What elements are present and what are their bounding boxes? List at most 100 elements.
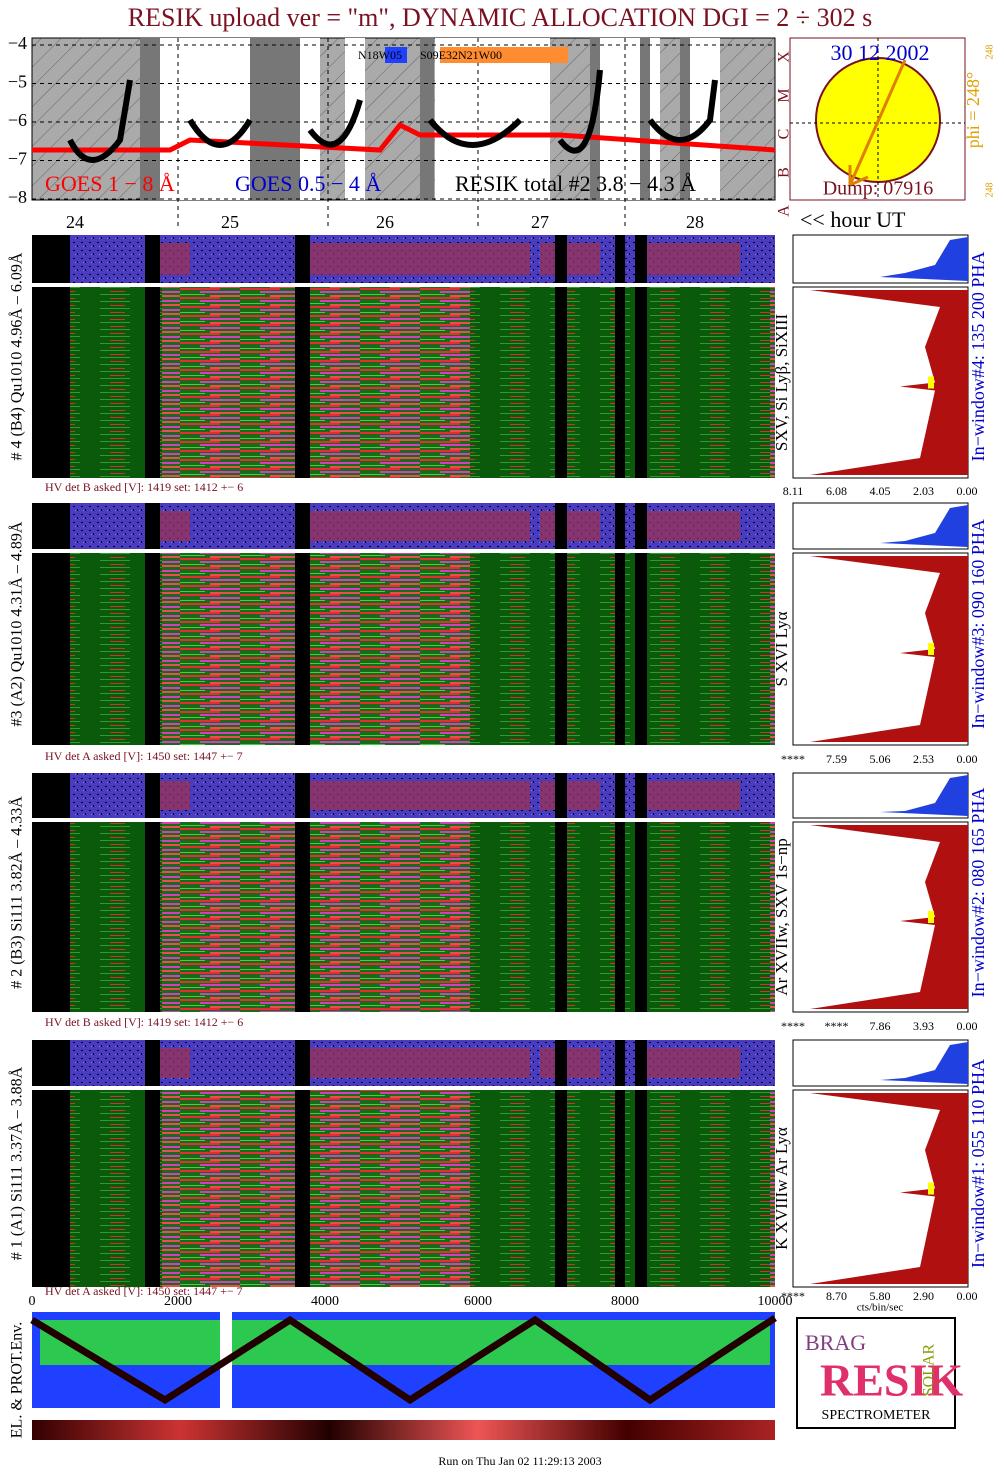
window-label: In−window#2: 080 165 PHA <box>968 788 988 998</box>
sun-phi: phi = 248° <box>963 72 983 148</box>
panel-label: # 1 (A1) Si111 3.37Å – 3.88Å <box>8 1066 26 1260</box>
y-tick-label: −7 <box>8 149 27 169</box>
goes-gap <box>300 38 320 200</box>
gap <box>145 1040 160 1086</box>
strip-band <box>400 511 530 541</box>
hist-tick-label: 7.59 <box>826 752 847 766</box>
strip-band <box>300 1048 400 1078</box>
title: RESIK upload ver = "m", DYNAMIC ALLOCATI… <box>128 3 872 32</box>
footer: Run on Thu Jan 02 11:29:13 2003 <box>438 1454 601 1468</box>
gap <box>295 1090 310 1287</box>
gap <box>295 287 310 478</box>
gap <box>145 503 160 549</box>
hist-small-fill <box>880 505 968 547</box>
line-label: Ar XVIIw, SXV 1s−np <box>772 838 791 995</box>
gap <box>145 287 160 478</box>
logo-word: RESIK <box>820 1355 963 1406</box>
hist-tick-label: 6.08 <box>826 484 847 498</box>
logo-word: SOLAR <box>921 1343 938 1396</box>
strip-band <box>400 243 530 275</box>
window-label: In−window#4: 135 200 PHA <box>968 252 988 462</box>
env-tick-label: 6000 <box>464 1294 492 1309</box>
strip-band <box>300 511 400 541</box>
gap <box>615 1040 625 1086</box>
env-tick-label: 10000 <box>758 1294 793 1309</box>
resik-curve <box>67 69 718 163</box>
goes-band <box>420 38 434 200</box>
goes-band <box>140 38 160 200</box>
gap <box>145 553 160 745</box>
class-letter: B <box>776 167 793 178</box>
gap <box>555 1090 567 1287</box>
gap <box>32 553 70 745</box>
hist-main-fill <box>810 825 968 1009</box>
sun-date: 30 12 2002 <box>831 40 930 65</box>
hist-marker <box>928 1182 934 1195</box>
gap <box>295 1040 310 1086</box>
region-label: N18W05 <box>358 48 402 62</box>
sun-dump: Dump: 07916 <box>823 178 934 200</box>
strip-band <box>300 781 400 810</box>
line-label: K XVIIIw Ar Lyα <box>772 1127 791 1250</box>
strip-band <box>160 511 190 541</box>
gap <box>555 822 567 1012</box>
goes-band <box>680 38 690 200</box>
hist-tick-label: 5.06 <box>870 752 891 766</box>
gap <box>555 1040 567 1086</box>
hist-small-fill <box>880 237 968 281</box>
gap <box>145 773 160 818</box>
goes-gap <box>160 38 190 200</box>
gap <box>32 287 70 478</box>
gap <box>32 822 70 1012</box>
hv-label: HV det A asked [V]: 1450 set: 1447 +− 7 <box>45 749 243 763</box>
class-letter: M <box>776 88 793 102</box>
strip-band <box>640 781 740 810</box>
hist-tick-label: 2.90 <box>913 1289 934 1303</box>
panel-label: # 2 (B3) Si111 3.82Å – 4.33Å <box>8 796 26 989</box>
gap <box>615 1090 625 1287</box>
gap <box>295 235 310 283</box>
strip-band <box>640 243 740 275</box>
goes-band <box>250 38 300 200</box>
gap <box>295 773 310 818</box>
hist-tick-label: **** <box>781 1289 805 1303</box>
gap <box>635 773 647 818</box>
gap <box>32 773 70 818</box>
gap <box>32 1090 70 1287</box>
sun-phi-small: 248 <box>984 183 995 198</box>
strip-band <box>160 243 190 275</box>
hist-tick-label: 3.93 <box>913 1019 934 1033</box>
hist-tick-label: 2.53 <box>913 752 934 766</box>
goes-gap <box>690 38 720 200</box>
class-letter: X <box>776 51 793 63</box>
strip-band <box>540 511 600 541</box>
legend-entry: RESIK total #2 3.8 − 4.3 Å <box>455 171 696 196</box>
gap <box>32 235 70 283</box>
hour-tick-label: 28 <box>686 212 704 232</box>
region-box <box>385 47 407 63</box>
line-label: S XVI Lyα <box>772 611 791 686</box>
gap <box>615 235 625 283</box>
gap <box>635 287 647 478</box>
env-green <box>40 1320 770 1365</box>
hour-tick-label: 24 <box>66 212 84 232</box>
gap <box>615 553 625 745</box>
strip-band <box>540 243 600 275</box>
env-zigzag <box>30 1315 777 1405</box>
env-tick-label: 0 <box>29 1294 36 1309</box>
class-letter: C <box>776 129 793 140</box>
gap <box>145 822 160 1012</box>
env-tick-label: 2000 <box>164 1294 192 1309</box>
strip-band <box>540 781 600 810</box>
strip-band <box>400 781 530 810</box>
line-label: SXV, Si Lyβ, SiXIII <box>772 314 791 452</box>
y-tick-label: −5 <box>8 72 27 92</box>
hist-tick-label: 0.00 <box>957 1019 978 1033</box>
y-tick-label: −4 <box>8 33 27 53</box>
gap <box>295 503 310 549</box>
hist-tick-label: 2.03 <box>913 484 934 498</box>
logo-caption: SPECTROMETER <box>822 1408 932 1423</box>
gap <box>615 773 625 818</box>
hist-marker <box>928 911 934 923</box>
